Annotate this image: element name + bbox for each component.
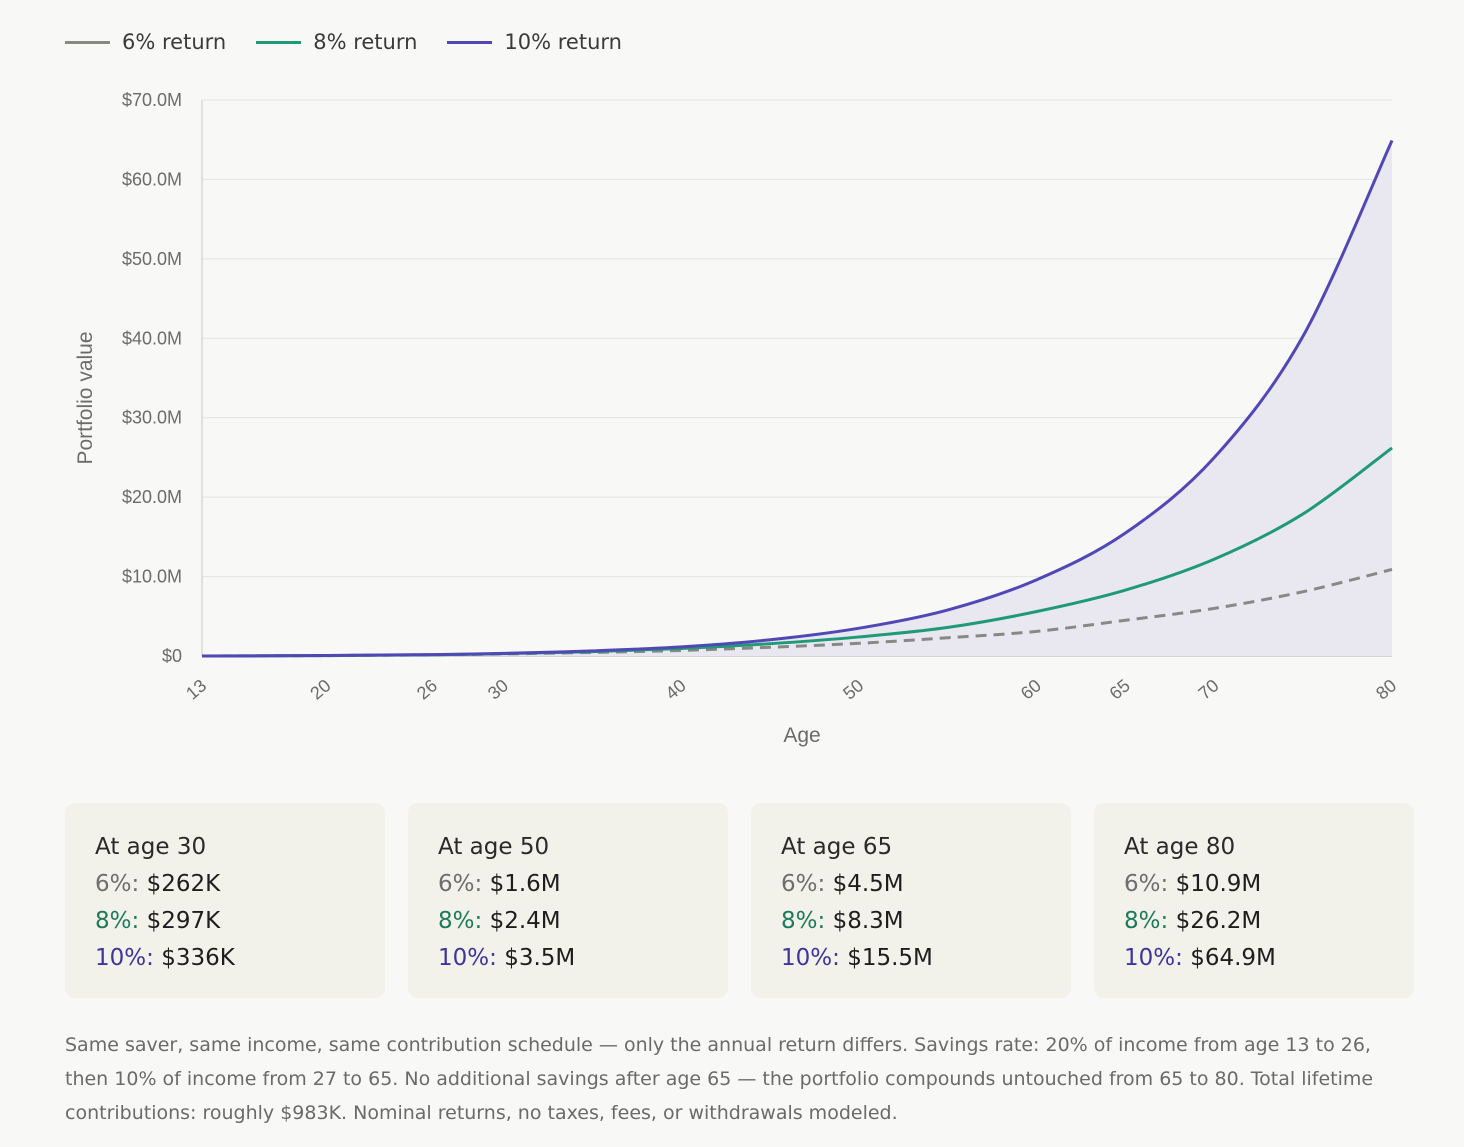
card-value-8: $8.3M [832, 908, 904, 934]
x-tick-label: 13 [182, 675, 210, 703]
x-tick-label: 30 [484, 675, 512, 703]
portfolio-line-chart: $0 $10.0M $20.0M $30.0M $40.0M $50.0M $60.0M $7… [74, 90, 1400, 747]
card-pct-10: 10%: [438, 945, 497, 971]
card-value-10: $64.9M [1190, 945, 1276, 971]
summary-card-age-30: At age 30 6%: $262K 8%: $297K 10%: $336K [65, 803, 385, 998]
summary-card-age-80: At age 80 6%: $10.9M 8%: $26.2M 10%: $64… [1094, 803, 1414, 998]
card-row-8: 8%: $26.2M [1124, 903, 1384, 940]
y-tick-label: $20.0M [122, 487, 182, 507]
card-title: At age 80 [1124, 834, 1236, 860]
card-pct-6: 6%: [1124, 871, 1169, 897]
card-value-10: $15.5M [847, 945, 933, 971]
legend-label-6: 6% return [122, 30, 227, 54]
footnote: Same saver, same income, same contributi… [65, 1034, 1374, 1124]
y-tick-label: $40.0M [122, 328, 182, 348]
legend-label-8: 8% return [313, 30, 418, 54]
series-line-r6 [201, 567, 1393, 658]
card-pct-10: 10%: [1124, 945, 1183, 971]
card-pct-6: 6%: [438, 871, 483, 897]
legend-item-8[interactable]: 8% return [256, 30, 417, 54]
legend-label-10: 10% return [504, 30, 622, 54]
card-value-6: $10.9M [1175, 871, 1262, 897]
card-pct-8: 8%: [438, 908, 483, 934]
y-tick-label: $50.0M [122, 249, 182, 269]
summary-card-age-65: At age 65 6%: $4.5M 8%: $8.3M 10%: $15.5… [751, 803, 1071, 998]
legend-swatch-6 [65, 40, 110, 44]
card-value-8: $297K [146, 908, 221, 934]
card-row-6: 6%: $1.6M [438, 866, 698, 903]
legend-swatch-10 [447, 40, 493, 44]
x-tick-label: 20 [306, 675, 334, 703]
card-pct-6: 6%: [781, 871, 826, 897]
card-row-10: 10%: $3.5M [438, 940, 698, 977]
card-row-6: 6%: $4.5M [781, 866, 1041, 903]
x-tick-label: 65 [1106, 675, 1134, 703]
card-pct-8: 8%: [95, 908, 140, 934]
y-tick-label: $60.0M [122, 169, 182, 189]
card-title: At age 50 [438, 834, 550, 860]
card-row-6: 6%: $262K [95, 866, 355, 903]
x-tick-label: 80 [1372, 675, 1400, 703]
y-axis-label: Portfolio value [74, 331, 97, 464]
x-tick-label: 50 [839, 675, 867, 703]
legend-swatch-8 [256, 40, 302, 44]
series-line-r10 [201, 139, 1394, 658]
legend-item-6[interactable]: 6% return [65, 30, 226, 54]
x-tick-label: 26 [413, 675, 441, 703]
card-row-10: 10%: $336K [95, 940, 355, 977]
card-row-10: 10%: $15.5M [781, 940, 1041, 977]
summary-card-age-50: At age 50 6%: $1.6M 8%: $2.4M 10%: $3.5M [408, 803, 728, 998]
x-tick-label: 40 [662, 675, 690, 703]
card-title: At age 30 [95, 834, 207, 860]
card-row-10: 10%: $64.9M [1124, 940, 1384, 977]
legend-item-10[interactable]: 10% return [447, 30, 622, 54]
summary-cards: At age 30 6%: $262K 8%: $297K 10%: $336K… [65, 803, 1414, 998]
card-pct-10: 10%: [781, 945, 840, 971]
card-value-8: $26.2M [1175, 908, 1262, 934]
card-pct-8: 8%: [1124, 908, 1169, 934]
x-axis-label: Age [783, 724, 820, 747]
card-row-6: 6%: $10.9M [1124, 866, 1384, 903]
card-value-8: $2.4M [489, 908, 561, 934]
card-row-8: 8%: $297K [95, 903, 355, 940]
card-value-6: $1.6M [489, 871, 561, 897]
y-tick-label: $0 [162, 646, 182, 666]
card-value-6: $262K [146, 871, 221, 897]
y-tick-label: $10.0M [122, 567, 182, 587]
card-pct-8: 8%: [781, 908, 826, 934]
y-tick-label: $70.0M [122, 90, 182, 110]
card-value-10: $336K [161, 945, 235, 971]
card-row-8: 8%: $8.3M [781, 903, 1041, 940]
chart-legend: 6% return 8% return 10% return [65, 30, 622, 54]
y-tick-label: $30.0M [122, 408, 182, 428]
card-pct-6: 6%: [95, 871, 140, 897]
card-value-10: $3.5M [504, 945, 576, 971]
card-row-8: 8%: $2.4M [438, 903, 698, 940]
card-value-6: $4.5M [832, 871, 904, 897]
area-fill-10-return [202, 140, 1392, 657]
card-pct-10: 10%: [95, 945, 154, 971]
card-title: At age 65 [781, 834, 893, 860]
x-tick-label: 70 [1194, 675, 1222, 703]
x-tick-label: 60 [1017, 675, 1045, 703]
